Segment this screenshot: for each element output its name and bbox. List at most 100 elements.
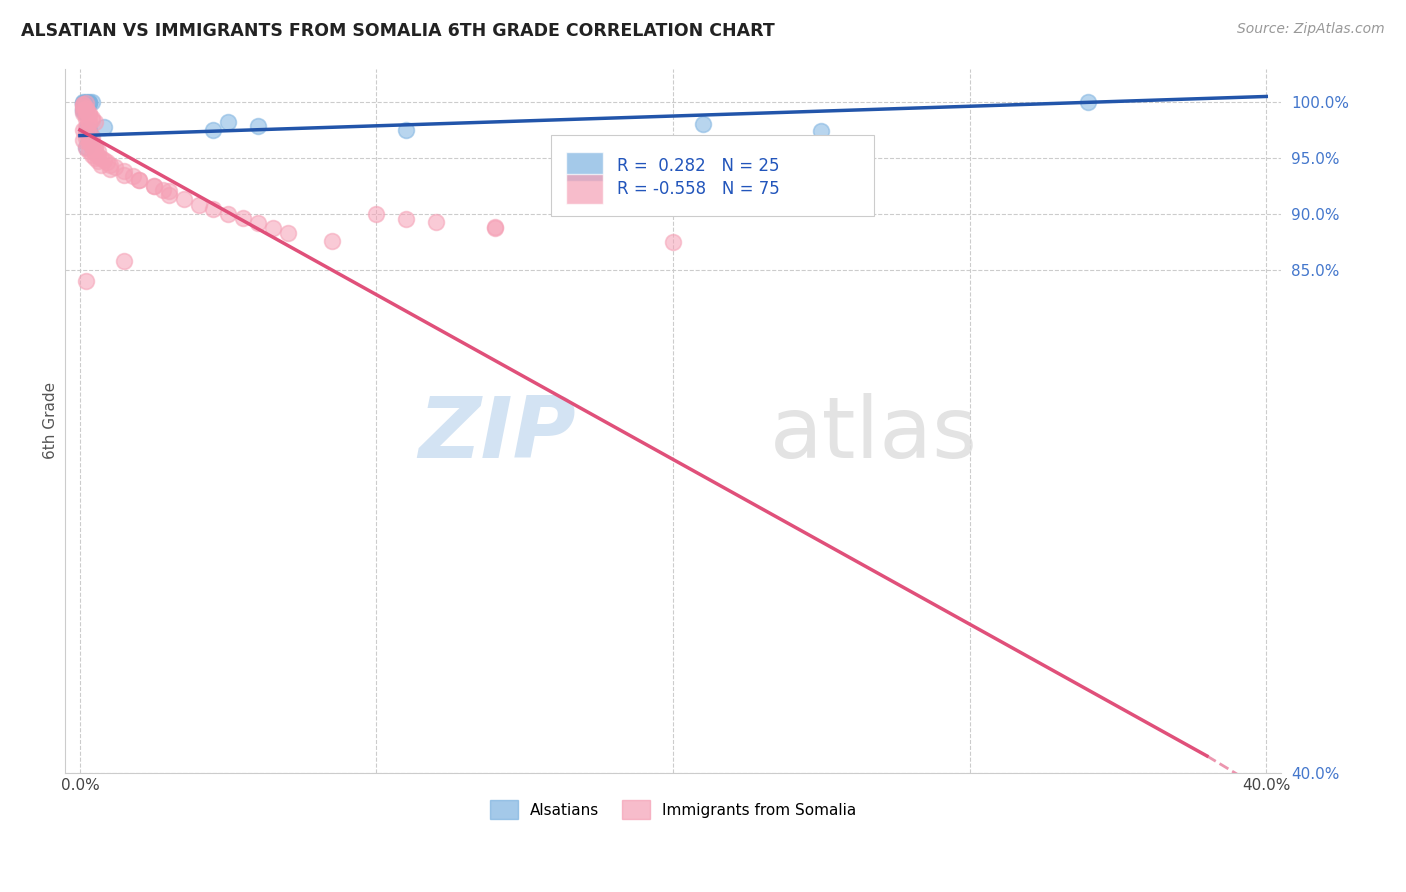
Point (810, 124, 832, 138)
Point (77, 96, 100, 111)
Point (77, 128, 100, 142)
Point (98, 158, 121, 172)
Text: ALSATIAN VS IMMIGRANTS FROM SOMALIA 6TH GRADE CORRELATION CHART: ALSATIAN VS IMMIGRANTS FROM SOMALIA 6TH … (21, 22, 775, 40)
Point (484, 220, 506, 235)
Point (83, 146, 105, 161)
Point (262, 221, 284, 235)
Point (484, 221, 506, 235)
Text: R = -0.558   N = 75: R = -0.558 N = 75 (617, 180, 780, 198)
Point (662, 235, 685, 249)
Point (80, 138, 103, 153)
Point (75, 96, 97, 111)
Point (173, 192, 195, 206)
Point (90, 151, 112, 165)
Point (152, 183, 174, 197)
Y-axis label: 6th Grade: 6th Grade (44, 382, 58, 459)
Point (80, 147, 103, 161)
Point (77, 123, 100, 137)
Text: ZIP: ZIP (418, 393, 576, 476)
Point (75, 123, 97, 137)
Point (122, 169, 145, 183)
Point (75, 274, 97, 288)
Point (77, 132, 100, 146)
Point (72, 99, 94, 113)
Point (217, 115, 239, 129)
Point (75, 95, 97, 109)
Point (83, 142, 105, 156)
Bar (551, 136, 873, 217)
Point (75, 125, 97, 139)
Point (75, 120, 97, 134)
Text: R =  0.282   N = 25: R = 0.282 N = 25 (617, 157, 780, 176)
Point (93, 153, 115, 168)
Point (692, 117, 714, 131)
Text: Source: ZipAtlas.com: Source: ZipAtlas.com (1237, 22, 1385, 37)
Point (77, 136, 100, 151)
Point (83, 151, 105, 165)
Point (83, 140, 105, 154)
Point (246, 216, 269, 230)
Point (98, 162, 121, 177)
Point (202, 202, 225, 217)
Legend: Alsatians, Immigrants from Somalia: Alsatians, Immigrants from Somalia (484, 794, 862, 825)
Point (128, 173, 150, 187)
Point (86, 154, 108, 169)
Point (321, 234, 343, 248)
Point (77, 134, 100, 148)
Point (77, 96, 100, 111)
Point (104, 160, 127, 174)
Point (1077, 95, 1099, 109)
Point (75, 131, 97, 145)
Point (77, 108, 100, 122)
Point (366, 207, 388, 221)
Point (90, 158, 112, 172)
Point (395, 123, 418, 137)
Point (72, 97, 94, 112)
Point (72, 96, 94, 111)
Point (187, 198, 209, 212)
Point (72, 102, 94, 116)
Point (83, 115, 105, 129)
Point (86, 145, 108, 159)
Point (72, 103, 94, 118)
Point (80, 134, 103, 148)
Point (72, 106, 94, 120)
Bar (567, 152, 603, 181)
Point (112, 164, 135, 178)
Point (77, 114, 100, 128)
Point (232, 211, 254, 226)
Point (395, 212, 418, 227)
Point (75, 141, 97, 155)
Point (77, 145, 100, 159)
Point (425, 214, 447, 228)
Point (93, 120, 115, 134)
Point (75, 99, 97, 113)
Point (217, 207, 239, 221)
Point (80, 111, 103, 125)
Point (112, 168, 135, 182)
Point (80, 95, 103, 109)
Point (143, 178, 166, 193)
Point (202, 123, 225, 137)
Point (128, 173, 150, 187)
Point (72, 123, 94, 137)
Point (77, 95, 100, 109)
Point (75, 101, 97, 115)
Point (77, 106, 100, 120)
Point (75, 112, 97, 126)
Point (72, 133, 94, 147)
Point (80, 112, 103, 127)
Point (80, 138, 103, 153)
Point (246, 119, 269, 133)
Point (75, 108, 97, 122)
Point (77, 136, 100, 150)
Point (72, 97, 94, 112)
Point (276, 226, 298, 240)
Point (157, 185, 180, 199)
Point (72, 103, 94, 117)
Point (157, 187, 180, 202)
Point (75, 98, 97, 112)
Bar (567, 174, 603, 203)
Point (72, 98, 94, 112)
Point (96, 155, 118, 169)
